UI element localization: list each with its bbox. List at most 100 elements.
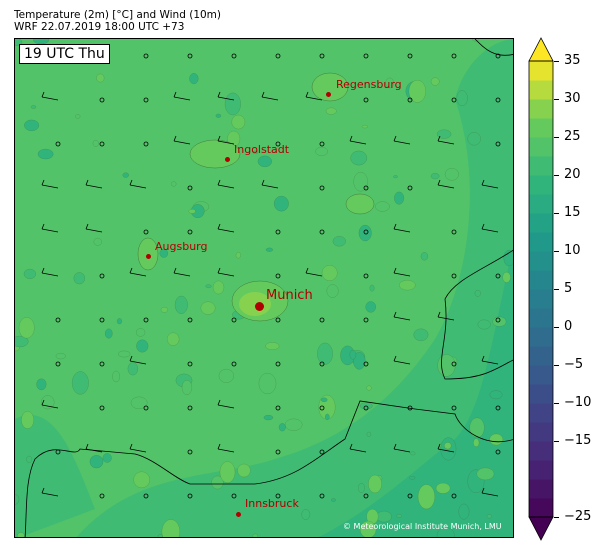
colorbar-band (529, 308, 553, 328)
wind-barb (143, 53, 149, 59)
city-label-ingolstadt: Ingolstadt (234, 143, 290, 156)
colorbar-band (529, 137, 553, 157)
temperature-patch (332, 236, 346, 247)
copyright: © Meteorological Institute Munich, LMU (343, 522, 502, 531)
wind-barb (231, 317, 237, 323)
colorbar-band (529, 270, 553, 290)
temperature-patch (71, 371, 89, 395)
temperature-patch (278, 423, 286, 432)
temperature-patch (237, 463, 251, 478)
colorbar (528, 37, 554, 541)
temperature-patch (157, 534, 163, 537)
temperature-patch (181, 379, 193, 395)
temperature-patch (174, 295, 188, 314)
colorbar-outline (528, 60, 554, 518)
wind-barb (407, 53, 413, 59)
wind-barb (349, 135, 367, 145)
colorbar-tick-label: 30 (564, 91, 581, 106)
wind-barb (319, 493, 325, 499)
temperature-patch (219, 461, 236, 483)
wind-barb (187, 405, 193, 411)
colorbar-tick-mark (554, 517, 559, 518)
wind-barb (407, 97, 413, 103)
temperature-patch (171, 181, 177, 187)
wind-barb (231, 361, 237, 367)
wind-barb (99, 141, 105, 147)
temperature-patch (350, 150, 368, 166)
colorbar-band (529, 422, 553, 442)
wind-barb (85, 179, 103, 189)
temperature-patch (413, 328, 429, 341)
temperature-patch (385, 77, 394, 89)
temperature-patch (349, 349, 357, 360)
colorbar-tick-mark (554, 365, 559, 366)
temperature-patch (417, 484, 435, 510)
temperature-patch (102, 453, 112, 463)
warm-area (189, 139, 241, 169)
colorbar-band (529, 441, 553, 461)
colorbar-band (529, 213, 553, 233)
wind-barb (363, 273, 369, 279)
colorbar-tick-mark (554, 137, 559, 138)
temperature-patch (375, 201, 390, 212)
wind-barb (217, 267, 235, 277)
temperature-patch (476, 467, 495, 481)
country-border (474, 39, 513, 56)
temperature-patch (360, 520, 377, 537)
wind-barb (437, 311, 455, 321)
temperature-patch (420, 252, 429, 261)
temperature-patch (37, 148, 54, 160)
temperature-patch (368, 474, 382, 494)
temperature-patch (301, 509, 311, 520)
colorbar-tick-label: −5 (564, 357, 584, 372)
temperature-patch (408, 80, 426, 103)
wind-barb (217, 135, 235, 145)
temperature-patch (130, 396, 148, 409)
wind-barb (143, 493, 149, 499)
temperature-patch (477, 319, 491, 330)
wind-barb (55, 361, 61, 367)
city-marker-augsburg (146, 254, 151, 259)
colorbar-band (529, 175, 553, 195)
city-marker-innsbruck (236, 512, 241, 517)
colorbar-tick-label: −15 (564, 433, 592, 448)
colorbar-band (529, 80, 553, 100)
wind-barb (319, 185, 325, 191)
wind-barb (451, 361, 457, 367)
wind-barb (55, 449, 61, 455)
temperature-patch (358, 483, 365, 493)
temperature-patch (320, 397, 328, 403)
wind-barb (187, 317, 193, 323)
wind-barb (41, 399, 59, 409)
colorbar-band (529, 365, 553, 385)
wind-barb (363, 405, 369, 411)
colorbar-band (529, 403, 553, 423)
temperature-patch (75, 114, 81, 119)
wind-barb (319, 361, 325, 367)
wind-barb (437, 179, 455, 189)
colorbar-band (529, 194, 553, 214)
wind-barb (217, 179, 235, 189)
wind-barb (275, 449, 281, 455)
temperature-patch (486, 514, 492, 519)
wind-barb (495, 449, 501, 455)
temperature-patch (122, 172, 129, 178)
temperature-patch (55, 353, 66, 360)
colorbar-band (529, 327, 553, 347)
temperature-patch (315, 146, 328, 156)
colorbar-tick-mark (554, 251, 559, 252)
temperature-patch (369, 284, 375, 292)
temperature-patch (96, 73, 105, 83)
temperature-patch (257, 155, 272, 168)
wind-barb (187, 185, 193, 191)
wind-barb (363, 53, 369, 59)
temperature-patch (317, 342, 333, 365)
temperature-patch (393, 175, 398, 179)
colorbar-tick-label: 20 (564, 167, 581, 182)
temperature-map (14, 38, 514, 538)
temperature-patch (258, 372, 277, 395)
wind-barb (41, 267, 59, 277)
temperature-patch (396, 514, 402, 518)
temperature-patch (456, 90, 468, 107)
wind-barb (451, 53, 457, 59)
